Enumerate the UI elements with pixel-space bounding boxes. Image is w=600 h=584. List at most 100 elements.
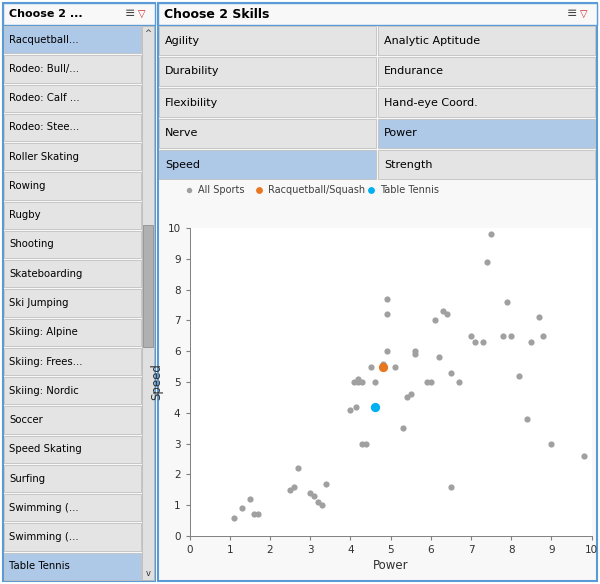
Point — [313, 498, 323, 507]
Text: Skiing: Frees...: Skiing: Frees... — [9, 356, 83, 367]
Text: Skateboarding: Skateboarding — [9, 269, 82, 279]
FancyBboxPatch shape — [159, 150, 376, 179]
FancyBboxPatch shape — [158, 3, 597, 25]
Point — [466, 331, 476, 340]
Text: ≡: ≡ — [125, 8, 136, 20]
Text: Shooting: Shooting — [9, 239, 54, 249]
Text: Nerve: Nerve — [165, 128, 199, 138]
Point — [527, 338, 536, 347]
FancyBboxPatch shape — [4, 55, 141, 82]
Point — [352, 402, 361, 411]
Point — [353, 374, 363, 384]
Point — [390, 362, 400, 371]
Point — [289, 482, 299, 491]
Text: Skiing: Nordic: Skiing: Nordic — [9, 386, 79, 396]
Text: Endurance: Endurance — [384, 67, 444, 77]
Text: Rodeo: Bull/...: Rodeo: Bull/... — [9, 64, 79, 74]
FancyBboxPatch shape — [378, 119, 595, 148]
Point — [322, 479, 331, 488]
FancyBboxPatch shape — [4, 231, 141, 258]
Point — [406, 390, 416, 399]
Text: Rugby: Rugby — [9, 210, 41, 220]
Text: v: v — [146, 568, 151, 578]
Text: Skiing: Alpine: Skiing: Alpine — [9, 327, 78, 338]
FancyBboxPatch shape — [4, 26, 141, 53]
Point — [382, 346, 391, 356]
FancyBboxPatch shape — [3, 3, 155, 25]
FancyBboxPatch shape — [4, 348, 141, 375]
FancyBboxPatch shape — [4, 289, 141, 317]
Text: Speed: Speed — [165, 159, 200, 169]
Point — [249, 510, 259, 519]
Text: Analytic Aptitude: Analytic Aptitude — [384, 36, 480, 46]
Text: ▽: ▽ — [138, 9, 146, 19]
FancyBboxPatch shape — [4, 406, 141, 434]
Point — [579, 451, 589, 461]
Point — [310, 491, 319, 500]
FancyBboxPatch shape — [378, 26, 595, 55]
Text: Swimming (...: Swimming (... — [9, 503, 79, 513]
FancyBboxPatch shape — [378, 88, 595, 117]
Text: ▽: ▽ — [580, 9, 587, 19]
FancyBboxPatch shape — [4, 436, 141, 463]
Point — [506, 331, 516, 340]
Text: Durability: Durability — [165, 67, 220, 77]
Point — [410, 346, 419, 356]
FancyBboxPatch shape — [378, 150, 595, 179]
Point — [382, 294, 391, 304]
FancyBboxPatch shape — [4, 377, 141, 405]
FancyBboxPatch shape — [4, 85, 141, 112]
Text: Power: Power — [384, 128, 418, 138]
FancyBboxPatch shape — [4, 523, 141, 551]
FancyBboxPatch shape — [4, 319, 141, 346]
Text: Agility: Agility — [165, 36, 200, 46]
Text: Rowing: Rowing — [9, 181, 46, 191]
Point — [442, 310, 452, 319]
Point — [478, 338, 488, 347]
Text: Hand-eye Coord.: Hand-eye Coord. — [384, 98, 478, 107]
Y-axis label: Speed: Speed — [150, 364, 163, 401]
Text: Speed Skating: Speed Skating — [9, 444, 82, 454]
Point — [346, 405, 355, 415]
Point — [487, 230, 496, 239]
Text: Table Tennis: Table Tennis — [380, 185, 439, 195]
X-axis label: Power: Power — [373, 559, 409, 572]
Point — [378, 362, 388, 371]
Text: Ski Jumping: Ski Jumping — [9, 298, 68, 308]
Point — [402, 392, 412, 402]
FancyBboxPatch shape — [4, 552, 141, 580]
Text: Choose 2 Skills: Choose 2 Skills — [164, 8, 269, 20]
Point — [362, 439, 371, 449]
Point — [535, 312, 544, 322]
Text: Rodeo: Stee...: Rodeo: Stee... — [9, 123, 79, 133]
Point — [438, 307, 448, 316]
Point — [454, 377, 464, 387]
Point — [370, 402, 379, 411]
FancyBboxPatch shape — [159, 88, 376, 117]
Point — [502, 297, 512, 307]
Point — [523, 414, 532, 423]
Point — [358, 439, 367, 449]
FancyBboxPatch shape — [4, 494, 141, 522]
FancyBboxPatch shape — [4, 260, 141, 287]
FancyBboxPatch shape — [3, 3, 155, 581]
Text: All Sports: All Sports — [198, 185, 245, 195]
FancyBboxPatch shape — [159, 26, 376, 55]
Text: ≡: ≡ — [567, 8, 577, 20]
Point — [539, 331, 548, 340]
Text: Soccer: Soccer — [9, 415, 43, 425]
Text: Racquetball...: Racquetball... — [9, 34, 79, 44]
Point — [353, 377, 363, 387]
Point — [358, 377, 367, 387]
FancyBboxPatch shape — [142, 26, 154, 580]
FancyBboxPatch shape — [158, 3, 597, 581]
Point — [470, 338, 480, 347]
FancyBboxPatch shape — [159, 57, 376, 86]
Text: Swimming (...: Swimming (... — [9, 532, 79, 542]
Text: Flexibility: Flexibility — [165, 98, 218, 107]
FancyBboxPatch shape — [4, 172, 141, 200]
Point — [293, 464, 303, 473]
Text: Surfing: Surfing — [9, 474, 45, 484]
Point — [350, 377, 359, 387]
FancyBboxPatch shape — [159, 119, 376, 148]
